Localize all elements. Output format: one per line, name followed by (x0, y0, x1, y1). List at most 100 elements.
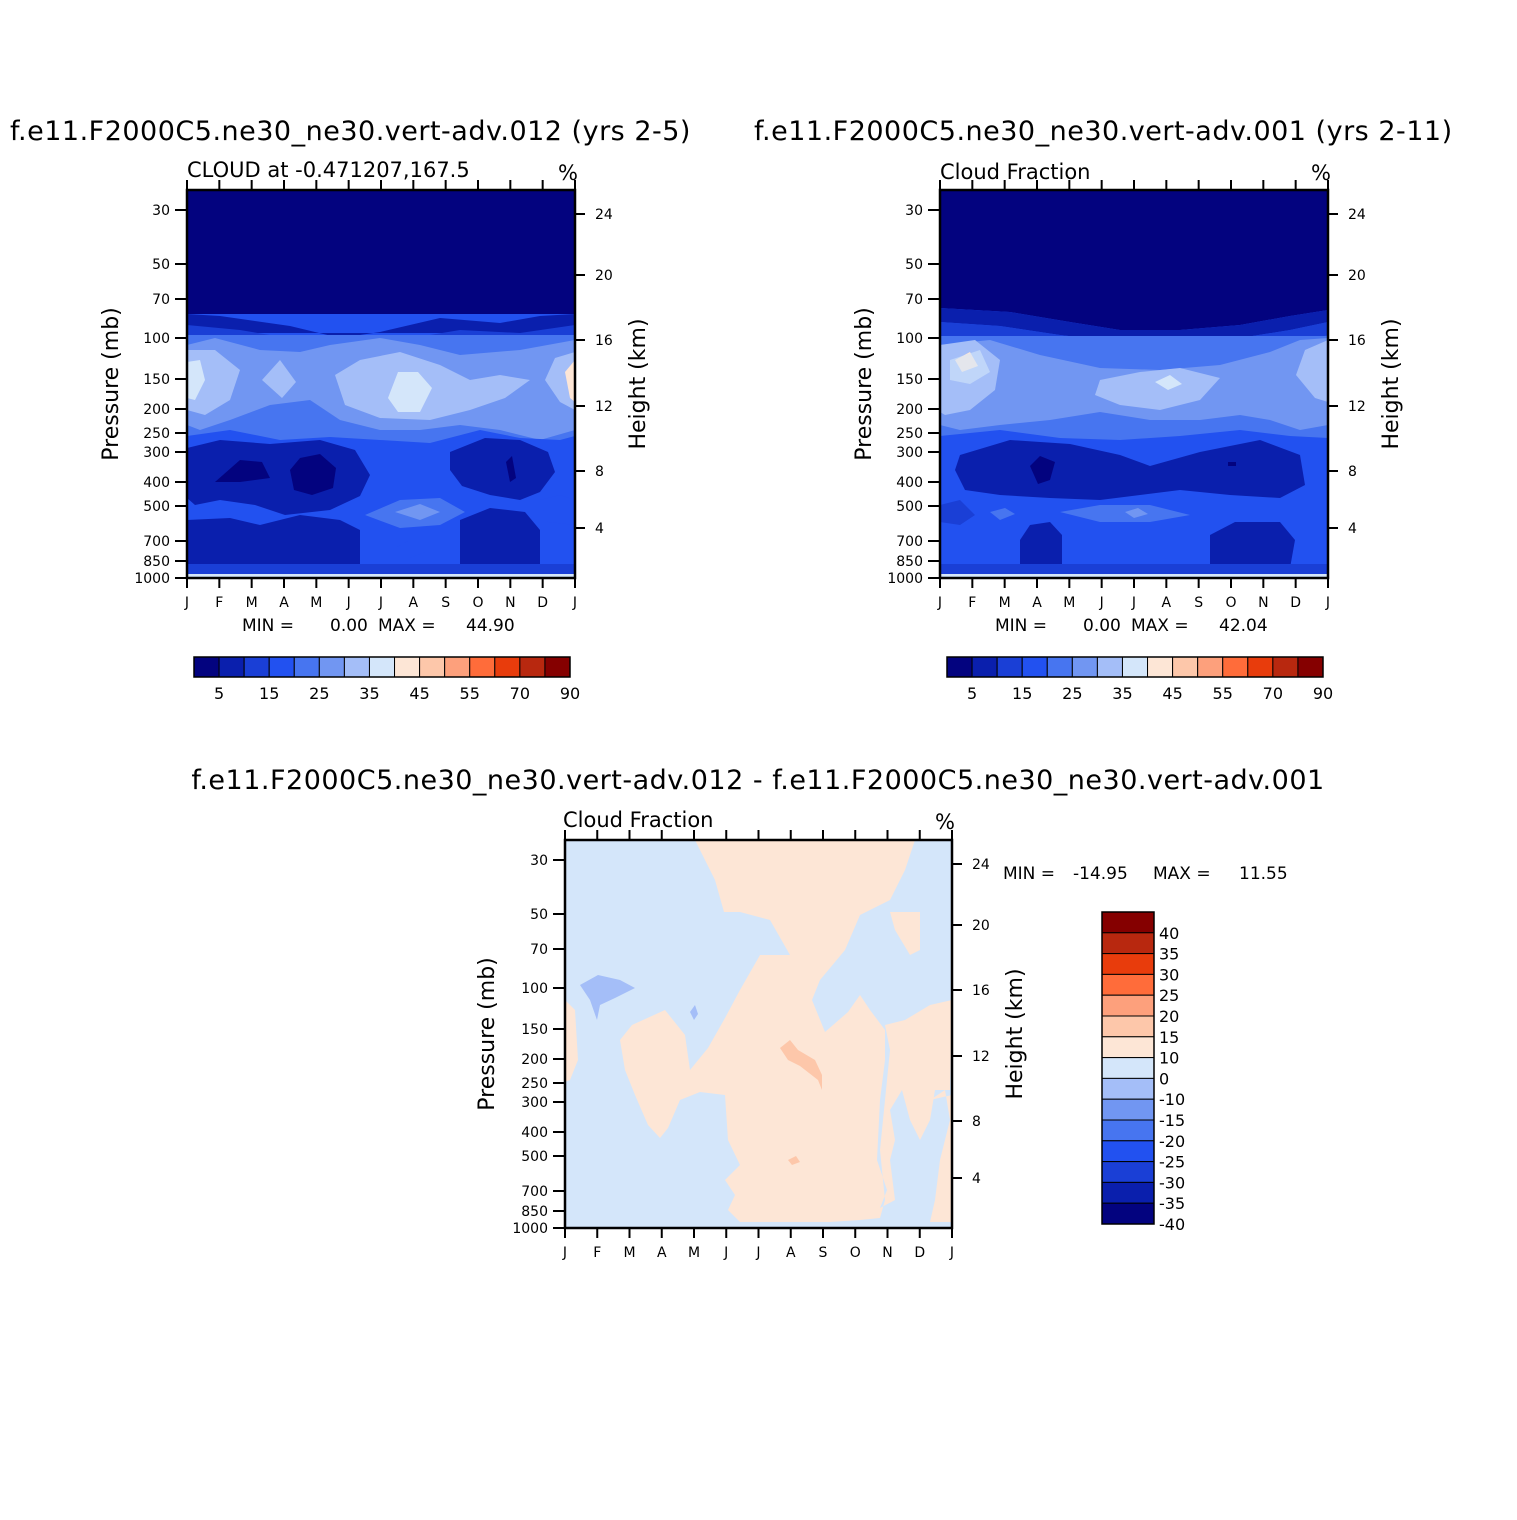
x-tick-label: J (346, 595, 351, 611)
colorbar-swatch (1021, 656, 1048, 678)
colorbar-swatch (268, 656, 295, 678)
y-tick-label: 300 (143, 445, 170, 461)
x-tick-label: F (215, 595, 223, 611)
x-tick-label: A (657, 1245, 667, 1261)
colorbar-swatch (1272, 656, 1299, 678)
panel-b-max-label: MAX = (1131, 616, 1189, 636)
colorbar-frame (946, 656, 1324, 678)
x-tick-label: S (441, 595, 450, 611)
y-tick-label: 150 (896, 372, 923, 388)
x-tick-label: O (1225, 595, 1236, 611)
x-tick-label: J (723, 1245, 728, 1261)
x-tick-label: A (1162, 595, 1172, 611)
panel-a-min-label: MIN = (242, 616, 294, 636)
y-tick-right-label: 24 (1348, 207, 1366, 223)
y-tick-label: 100 (521, 981, 548, 997)
panel-a-title: f.e11.F2000C5.ne30_ne30.vert-adv.012 (yr… (10, 116, 691, 147)
colorbar-label: 5 (967, 684, 977, 703)
y-tick-label: 700 (896, 534, 923, 550)
colorbar-label: -15 (1159, 1111, 1185, 1130)
x-tick-label: M (623, 1245, 635, 1261)
colorbar-label: 70 (1263, 684, 1283, 703)
colorbar-swatch (1101, 932, 1155, 955)
y-tick-label: 70 (905, 292, 923, 308)
panel-c-min-label: MIN = (1003, 864, 1055, 884)
x-tick-label: J (184, 595, 189, 611)
colorbar-swatch (469, 656, 496, 678)
panel-c-ylabel-right: Height (km) (1003, 968, 1028, 1099)
colorbar-label: 30 (1159, 965, 1179, 984)
y-tick-label: 100 (143, 331, 170, 347)
panel-b-ylabel: Pressure (mb) (852, 307, 877, 461)
y-tick-right-label: 4 (1348, 521, 1357, 537)
panel-b-contours (940, 190, 1328, 578)
y-tick-label: 200 (896, 402, 923, 418)
colorbar-swatch (444, 656, 471, 678)
y-tick-label: 250 (143, 426, 170, 442)
colorbar-swatch (996, 656, 1023, 678)
x-tick-label: D (914, 1245, 925, 1261)
y-tick-label: 850 (896, 554, 923, 570)
colorbar-label: 90 (560, 684, 580, 703)
x-tick-label: F (968, 595, 976, 611)
colorbar-swatch (1101, 1057, 1155, 1079)
colorbar-swatch (971, 656, 998, 678)
panel-b-units: % (1311, 161, 1331, 185)
panel-b-min-value: 0.00 (1083, 616, 1121, 636)
panel-b-colorbar: 5 15 25 35 45 55 70 90 (946, 656, 1333, 703)
panel-c-title: f.e11.F2000C5.ne30_ne30.vert-adv.012 - f… (191, 765, 1324, 796)
colorbar-label: -25 (1159, 1153, 1185, 1172)
colorbar-swatch (1147, 656, 1174, 678)
colorbar-swatch (1046, 656, 1073, 678)
panel-top-right: f.e11.F2000C5.ne30_ne30.vert-adv.001 (yr… (754, 116, 1453, 703)
colorbar-swatch (394, 656, 421, 678)
panel-c-contours (565, 840, 952, 1228)
panel-c-subtitle: Cloud Fraction (563, 808, 714, 832)
panel-b-subtitle: Cloud Fraction (940, 160, 1091, 184)
y-tick-label: 300 (521, 1095, 548, 1111)
y-tick-label: 200 (143, 402, 170, 418)
colorbar-label: -40 (1159, 1215, 1185, 1234)
panel-c-units: % (935, 810, 955, 834)
y-tick-label: 850 (143, 554, 170, 570)
y-tick-label: 50 (152, 257, 170, 273)
colorbar-label: 15 (259, 684, 279, 703)
x-tick-label: J (1131, 595, 1136, 611)
panel-c-axis-ticks: J F M A M J J A S O N D J 30 50 70 100 150 200 250 300 400 500… (512, 830, 990, 1261)
y-tick-right-label: 12 (1348, 399, 1366, 415)
y-tick-label: 30 (530, 853, 548, 869)
y-tick-right-label: 8 (1348, 464, 1357, 480)
x-tick-label: M (999, 595, 1011, 611)
y-tick-label: 50 (530, 907, 548, 923)
panel-a-ylabel: Pressure (mb) (99, 307, 124, 461)
y-tick-right-label: 8 (595, 464, 604, 480)
colorbar-label: 40 (1159, 924, 1179, 943)
colorbar-swatch (1101, 973, 1155, 996)
y-tick-right-label: 20 (972, 918, 990, 934)
colorbar-swatch (1101, 1161, 1155, 1183)
colorbar-swatch (1101, 1119, 1155, 1142)
x-tick-label: J (949, 1245, 954, 1261)
colorbar-swatch (1121, 656, 1149, 678)
x-tick-label: F (593, 1245, 601, 1261)
panel-b-ylabel-right: Height (km) (1379, 318, 1404, 449)
x-tick-label: S (819, 1245, 828, 1261)
colorbar-swatch (1101, 1015, 1155, 1038)
y-tick-label: 30 (905, 203, 923, 219)
colorbar-swatch (519, 656, 546, 678)
y-tick-label: 400 (143, 475, 170, 491)
panel-c-max-value: 11.55 (1239, 864, 1288, 884)
panel-b-max-value: 42.04 (1219, 616, 1268, 636)
y-tick-label: 500 (896, 499, 923, 515)
x-tick-label: J (572, 595, 577, 611)
panel-a-max-label: MAX = (378, 616, 436, 636)
panel-b-axis-ticks: J F M A M J J A S O N D J 30 50 70 100 150 200 250 300 400 500… (887, 180, 1366, 611)
x-tick-label: A (279, 595, 289, 611)
x-tick-label: J (378, 595, 383, 611)
panel-b-title: f.e11.F2000C5.ne30_ne30.vert-adv.001 (yr… (754, 116, 1453, 147)
panel-a-min-value: 0.00 (330, 616, 368, 636)
y-tick-label: 400 (521, 1125, 548, 1141)
colorbar-swatch (1101, 1140, 1155, 1163)
panel-c-min-value: -14.95 (1073, 864, 1128, 884)
